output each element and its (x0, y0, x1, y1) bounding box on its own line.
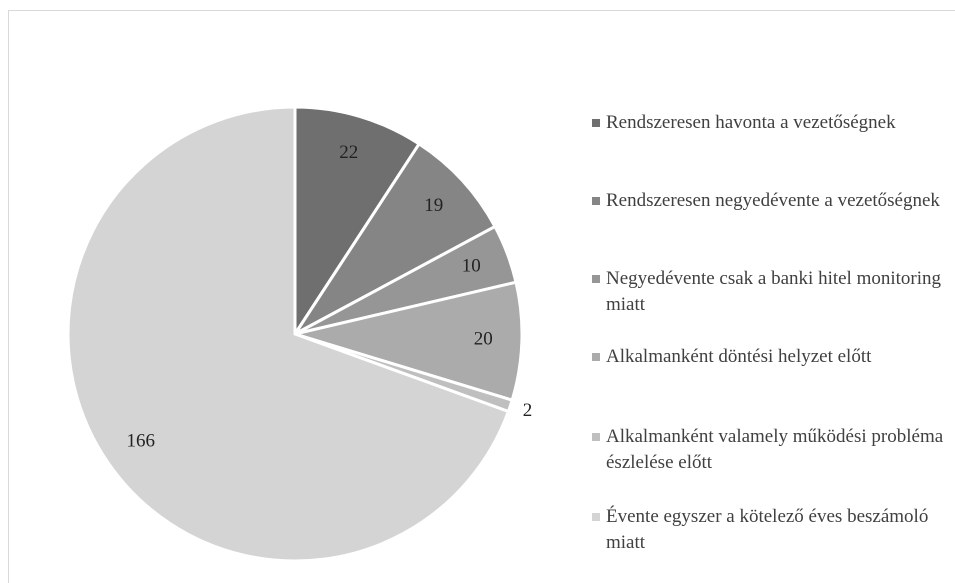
legend-item: Alkalmanként valamely működési probléma … (592, 424, 947, 476)
frame (8, 10, 955, 583)
legend-label: Alkalmanként döntési helyzet előtt (606, 346, 872, 367)
legend-item: Alkalmanként döntési helyzet előtt (592, 344, 947, 370)
legend-label: Negyedévente csak a banki hitel monitori… (606, 268, 942, 315)
legend-swatch (592, 513, 600, 521)
pie-slice (289, 280, 524, 403)
data-label: 22 (339, 142, 358, 163)
legend-item: Rendszeresen havonta a vezetőségnek (592, 110, 947, 136)
legend-item: Rendszeresen negyedévente a vezetőségnek (592, 188, 947, 214)
legend-item: Negyedévente csak a banki hitel monitori… (592, 266, 947, 318)
legend-label: Rendszeresen havonta a vezetőségnek (606, 112, 896, 133)
data-label: 19 (424, 195, 443, 216)
pie-slice (293, 141, 498, 336)
legend-swatch (592, 433, 600, 441)
legend-swatch (592, 197, 600, 205)
legend-swatch (592, 119, 600, 127)
legend-swatch (592, 353, 600, 361)
data-label: 2 (523, 400, 533, 421)
data-label: 20 (474, 329, 493, 350)
legend-label: Évente egyszer a kötelező éves beszámoló… (606, 506, 929, 553)
legend-item: Évente egyszer a kötelező éves beszámoló… (592, 504, 947, 556)
data-label: 10 (462, 256, 481, 277)
legend-label: Rendszeresen negyedévente a vezetőségnek (606, 190, 940, 211)
data-label: 166 (126, 430, 155, 451)
legend-swatch (592, 275, 600, 283)
legend-label: Alkalmanként valamely működési probléma … (606, 426, 944, 473)
pie-slice (293, 105, 422, 340)
pie-slice (66, 105, 511, 563)
